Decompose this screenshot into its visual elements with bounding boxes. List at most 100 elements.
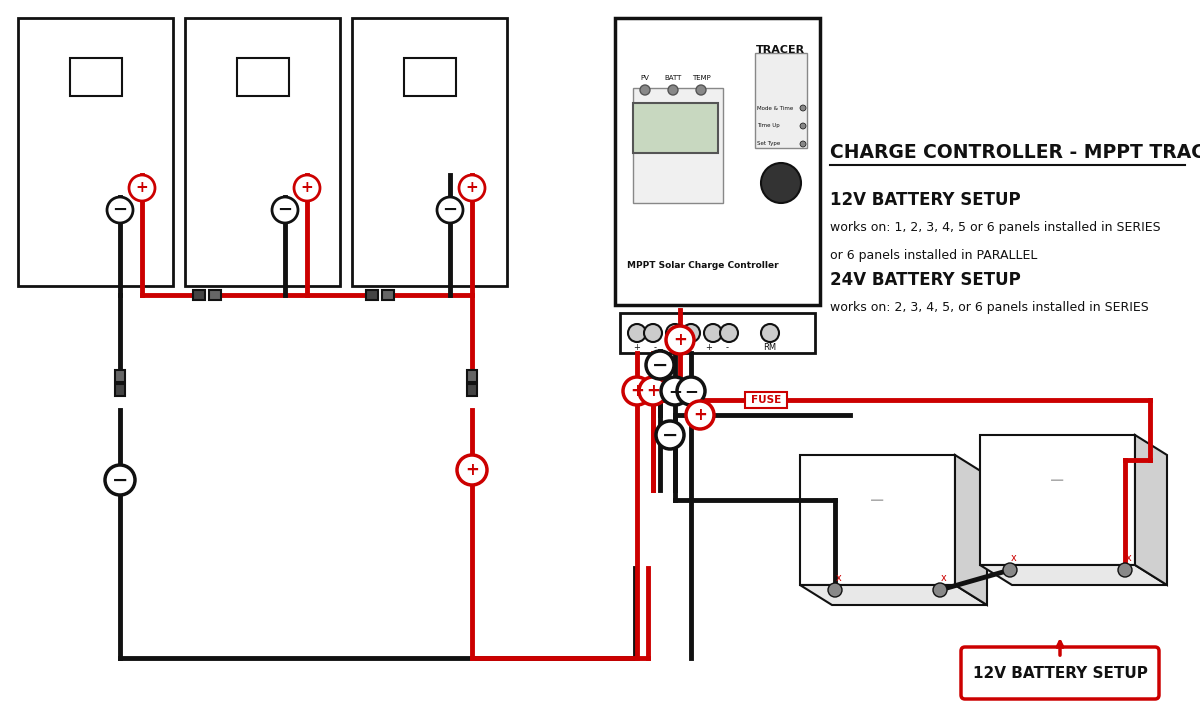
Text: −: − [869, 491, 886, 510]
Bar [70, 58, 121, 96]
Text: −: − [112, 471, 128, 490]
Circle shape [761, 324, 779, 342]
Circle shape [640, 85, 650, 95]
Text: BATT: BATT [665, 75, 682, 81]
Text: -: - [726, 344, 728, 352]
Circle shape [686, 401, 714, 429]
Text: +: + [646, 382, 660, 400]
Bar [634, 88, 722, 203]
Text: +: + [466, 461, 479, 479]
Text: RM: RM [763, 344, 776, 352]
Circle shape [1003, 563, 1018, 577]
Circle shape [640, 377, 667, 405]
Polygon shape [980, 435, 1135, 565]
Circle shape [656, 421, 684, 449]
Bar [382, 290, 394, 300]
Circle shape [720, 324, 738, 342]
Circle shape [828, 583, 842, 597]
Text: −: − [662, 426, 678, 444]
Circle shape [628, 324, 646, 342]
Text: −: − [113, 201, 127, 219]
Bar [193, 290, 205, 300]
Circle shape [106, 465, 134, 495]
Text: 24V BATTERY SETUP: 24V BATTERY SETUP [830, 271, 1021, 289]
Bar [352, 18, 508, 286]
Text: x: x [1126, 553, 1132, 563]
Polygon shape [955, 455, 986, 605]
Circle shape [668, 85, 678, 95]
Text: −: − [668, 382, 682, 400]
Text: −: − [652, 356, 668, 374]
Text: FUSE: FUSE [751, 395, 781, 405]
Text: 12V BATTERY SETUP: 12V BATTERY SETUP [830, 191, 1021, 209]
Text: +: + [670, 344, 677, 352]
Circle shape [800, 123, 806, 129]
Bar [467, 370, 478, 382]
Circle shape [644, 324, 662, 342]
Polygon shape [980, 565, 1166, 585]
Text: +: + [136, 180, 149, 195]
Circle shape [800, 105, 806, 111]
Circle shape [666, 326, 694, 354]
Circle shape [934, 583, 947, 597]
Text: +: + [301, 180, 313, 195]
Circle shape [107, 197, 133, 223]
Circle shape [800, 141, 806, 147]
Circle shape [623, 377, 650, 405]
Text: -: - [690, 344, 692, 352]
Text: TEMP: TEMP [691, 75, 710, 81]
Text: PV: PV [641, 75, 649, 81]
Bar [620, 313, 815, 353]
Text: −: − [1049, 471, 1066, 490]
Circle shape [704, 324, 722, 342]
Circle shape [682, 324, 700, 342]
Bar [745, 392, 787, 408]
Bar [403, 58, 456, 96]
FancyBboxPatch shape [961, 647, 1159, 699]
Polygon shape [1135, 435, 1166, 585]
Circle shape [761, 163, 802, 203]
Bar [616, 18, 820, 305]
Polygon shape [800, 585, 986, 605]
Text: −: − [443, 201, 457, 219]
Bar [236, 58, 288, 96]
Circle shape [661, 377, 689, 405]
Text: +: + [694, 406, 707, 424]
Circle shape [666, 324, 684, 342]
Bar [115, 384, 125, 396]
Text: +: + [706, 344, 713, 352]
Text: +: + [634, 344, 641, 352]
Text: CHARGE CONTROLLER - MPPT TRACER: CHARGE CONTROLLER - MPPT TRACER [830, 143, 1200, 162]
Circle shape [677, 377, 706, 405]
Bar [366, 290, 378, 300]
Bar [115, 370, 125, 382]
Circle shape [457, 455, 487, 485]
Text: −: − [277, 201, 293, 219]
Bar [467, 384, 478, 396]
Text: x: x [836, 573, 842, 583]
Bar [634, 103, 718, 153]
Polygon shape [800, 455, 955, 585]
Text: TRACER: TRACER [756, 45, 805, 55]
Text: or 6 panels installed in PARALLEL: or 6 panels installed in PARALLEL [830, 249, 1037, 262]
Text: works on: 2, 3, 4, 5, or 6 panels installed in SERIES: works on: 2, 3, 4, 5, or 6 panels instal… [830, 302, 1148, 314]
Bar [18, 18, 173, 286]
Circle shape [696, 85, 706, 95]
Bar [755, 53, 808, 148]
Text: Time Up: Time Up [757, 123, 780, 128]
Text: +: + [466, 180, 479, 195]
Text: Mode & Time: Mode & Time [757, 106, 793, 111]
Text: x: x [941, 573, 947, 583]
Text: +: + [630, 382, 644, 400]
Circle shape [1118, 563, 1132, 577]
Circle shape [272, 197, 298, 223]
Circle shape [458, 175, 485, 201]
Text: x: x [1012, 553, 1016, 563]
Text: 12V BATTERY SETUP: 12V BATTERY SETUP [972, 665, 1147, 680]
Text: works on: 1, 2, 3, 4, 5 or 6 panels installed in SERIES: works on: 1, 2, 3, 4, 5 or 6 panels inst… [830, 222, 1160, 235]
Text: +: + [673, 331, 686, 349]
Circle shape [646, 351, 674, 379]
Text: MPPT Solar Charge Controller: MPPT Solar Charge Controller [628, 262, 779, 270]
Text: Set Type: Set Type [757, 141, 780, 146]
Text: −: − [684, 382, 698, 400]
